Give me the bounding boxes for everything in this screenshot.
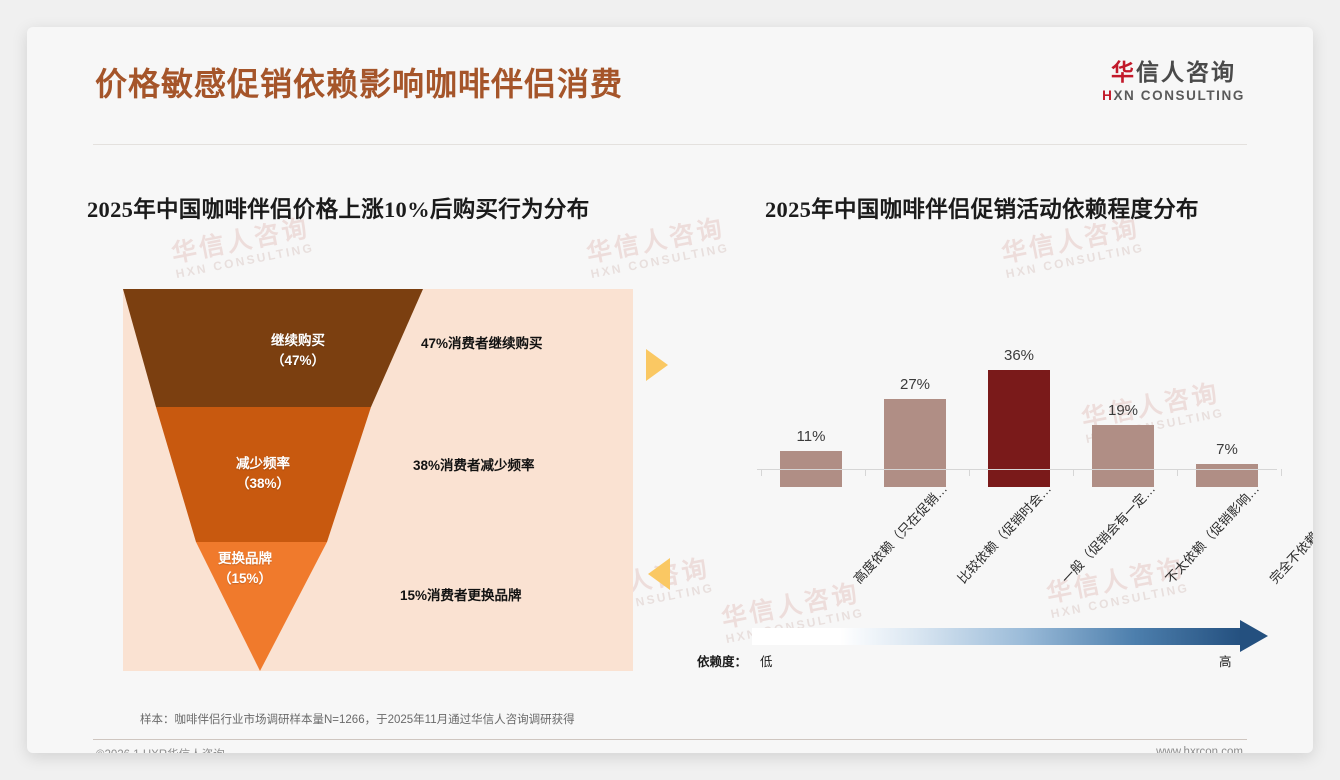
logo-cn-red: 华	[1111, 59, 1137, 85]
logo-chinese: 华信人咨询	[1102, 59, 1245, 85]
logo-english: HXN CONSULTING	[1102, 88, 1245, 103]
slide-header: 价格敏感促销依赖影响咖啡伴侣消费 华信人咨询 HXN CONSULTING	[27, 27, 1313, 123]
funnel-segment-switch	[196, 542, 327, 671]
funnel-annotation-2: 38%消费者减少频率	[413, 458, 535, 473]
funnel-segment-reduce	[156, 407, 371, 542]
watermark-line2: HXN CONSULTING	[1004, 240, 1146, 282]
page-title: 价格敏感促销依赖影响咖啡伴侣消费	[95, 66, 624, 102]
bar-value-label: 27%	[899, 376, 931, 394]
play-left-icon	[648, 558, 670, 590]
axis-category-label: 比较依赖（促销时会…	[954, 481, 1055, 587]
bar-highlighted	[988, 370, 1050, 487]
funnel-segment-continue	[123, 289, 423, 407]
funnel-label-2: 减少频率 （38%）	[235, 456, 291, 492]
legend-label: 依赖度：	[697, 655, 748, 669]
dependence-gradient-legend: 依赖度： 低 高	[697, 620, 1287, 679]
bar-value-label: 7%	[1216, 441, 1238, 459]
bar-value-label: 36%	[1003, 347, 1035, 364]
title-divider	[93, 144, 1247, 145]
logo-en-rest: XN CONSULTING	[1113, 88, 1245, 104]
axis-tick	[1281, 469, 1282, 476]
axis-tick	[1073, 469, 1074, 476]
funnel-shapes	[123, 289, 423, 671]
sample-footnote: 样本：咖啡伴侣行业市场调研样本量N=1266，于2025年11月通过华信人咨询调…	[140, 714, 575, 726]
funnel-chart: 继续购买 （47%） 减少频率 （38%） 更换品牌 （15%） 47%消费者继续购买…	[123, 289, 633, 671]
bar-value-label: 19%	[1107, 402, 1139, 420]
axis-category-label: 不太依赖（促销影响…	[1162, 481, 1263, 587]
logo-cn-rest: 信人咨询	[1136, 59, 1237, 85]
axis-category-label: 高度依赖（只在促销…	[850, 481, 951, 587]
company-logo: 华信人咨询 HXN CONSULTING	[1102, 59, 1245, 103]
watermark-line1: 华信人咨询	[584, 214, 728, 269]
funnel-label-3: 更换品牌 （15%）	[217, 551, 273, 587]
dependence-bar-chart: 11% 27% 36% 19% 7%	[727, 287, 1287, 487]
gradient-bar	[752, 628, 1242, 645]
axis-tick	[761, 469, 762, 476]
funnel-label-1: 继续购买 （47%）	[270, 333, 326, 369]
axis-category-label: 完全不依赖（按需购…	[1266, 481, 1313, 587]
funnel-annotation-3: 15%消费者更换品牌	[400, 588, 522, 603]
bar-column: 11%	[761, 305, 861, 487]
footer-divider	[93, 739, 1247, 740]
bar-value-label: 11%	[796, 428, 826, 446]
right-chart-title: 2025年中国咖啡伴侣促销活动依赖程度分布	[765, 197, 1199, 222]
play-right-icon	[646, 349, 668, 381]
watermark: 华信人咨询 HXN CONSULTING	[999, 214, 1145, 282]
slide-canvas: 华信人咨询 HXN CONSULTING 华信人咨询 HXN CONSULTIN…	[27, 27, 1313, 753]
bar-column: 19%	[1073, 305, 1173, 487]
axis-tick	[865, 469, 866, 476]
bar-axis-line	[757, 469, 1277, 470]
bar-column: 27%	[865, 305, 965, 487]
gradient-arrow-icon	[1240, 620, 1268, 652]
logo-en-red: H	[1102, 88, 1114, 104]
watermark-line2: HXN CONSULTING	[589, 240, 731, 282]
bar-column: 36%	[969, 305, 1069, 487]
bar	[884, 399, 946, 487]
website-text: www.hxrcon.com	[1156, 746, 1243, 753]
funnel-annotation-1: 47%消费者继续购买	[421, 336, 543, 351]
axis-category-label: 一般（促销会有一定…	[1058, 481, 1159, 587]
legend-low-label: 低	[760, 655, 773, 669]
axis-tick	[969, 469, 970, 476]
watermark-line2: HXN CONSULTING	[1049, 580, 1191, 622]
legend-high-label: 高	[1219, 655, 1232, 669]
bar	[1092, 425, 1154, 487]
axis-tick	[1177, 469, 1178, 476]
watermark-line2: HXN CONSULTING	[174, 240, 316, 282]
bar-column: 7%	[1177, 305, 1277, 487]
watermark: 华信人咨询 HXN CONSULTING	[169, 214, 315, 282]
left-chart-title: 2025年中国咖啡伴侣价格上涨10%后购买行为分布	[87, 197, 590, 222]
watermark: 华信人咨询 HXN CONSULTING	[584, 214, 730, 282]
copyright-text: ©2026.1 HXR华信人咨询	[96, 746, 225, 753]
